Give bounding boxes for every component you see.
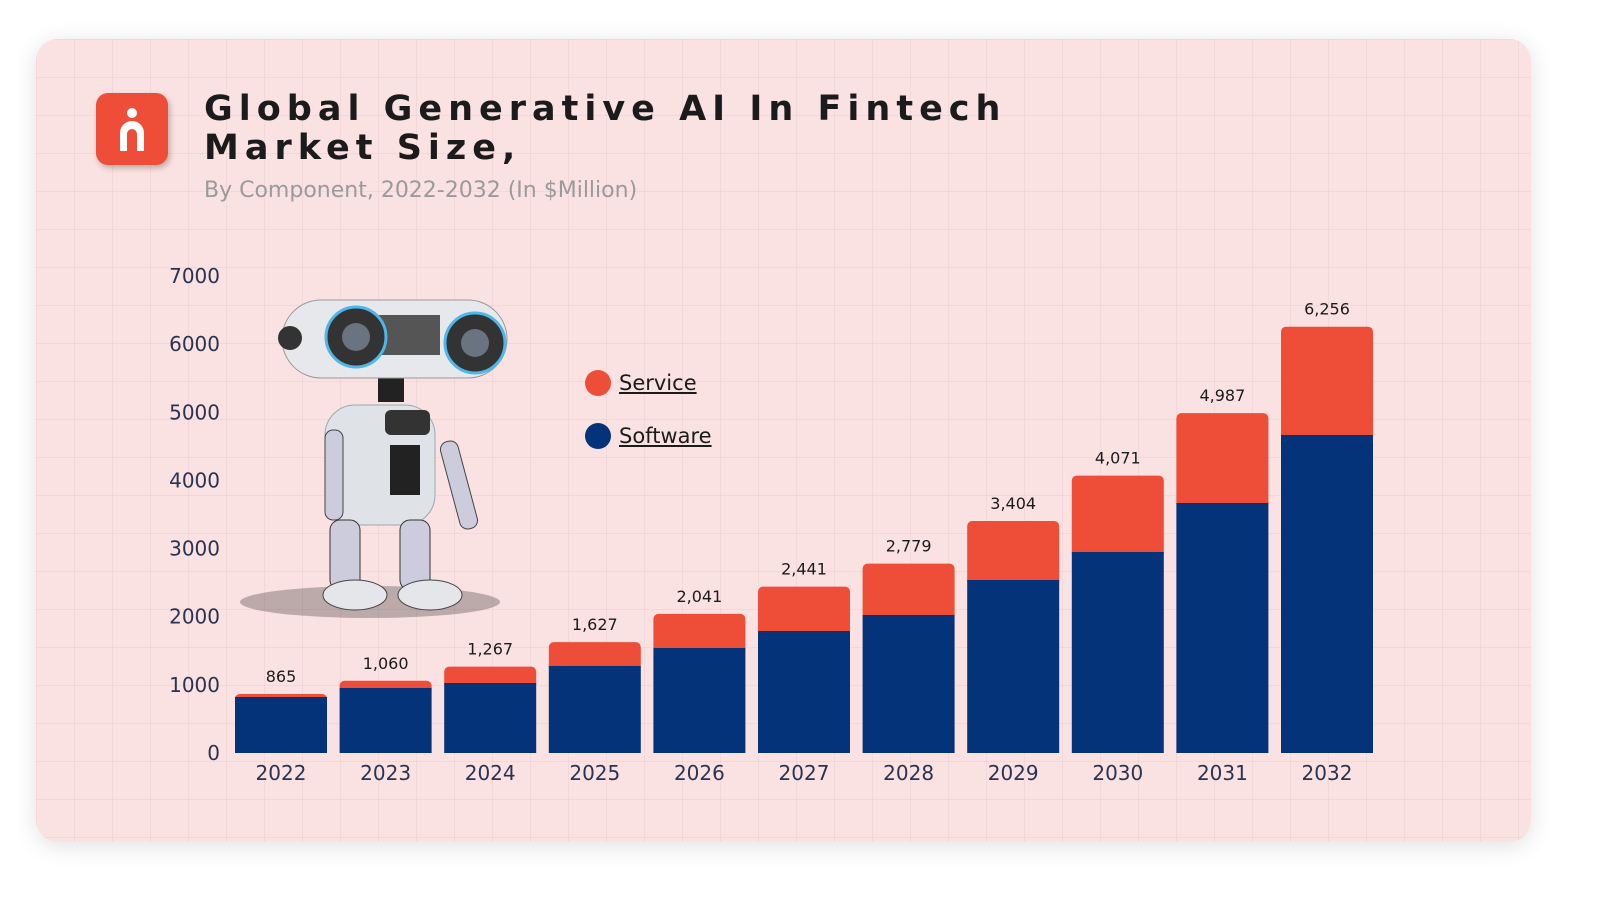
total-data-label: 4,987 xyxy=(1199,386,1245,405)
bar-software xyxy=(862,621,955,753)
x-tick-label: 2027 xyxy=(779,761,830,785)
bar-corner-fill xyxy=(967,579,1060,586)
y-tick-label: 0 xyxy=(207,741,220,765)
chart-subtitle: By Component, 2022-2032 (In $Million) xyxy=(204,178,638,203)
total-data-label: 865 xyxy=(266,667,297,686)
total-data-label: 2,041 xyxy=(676,587,722,606)
service-swatch xyxy=(585,370,611,396)
x-tick-label: 2029 xyxy=(988,761,1039,785)
total-data-label: 2,441 xyxy=(781,560,827,579)
total-data-label: 2,779 xyxy=(886,537,932,556)
x-tick-label: 2030 xyxy=(1092,761,1143,785)
total-data-label: 1,267 xyxy=(467,640,513,659)
person-letter-n-icon xyxy=(120,108,144,151)
bar-service xyxy=(862,563,955,622)
bar-software xyxy=(339,693,432,753)
title-line-2: Market Size, xyxy=(204,128,522,168)
bar-software xyxy=(653,653,746,753)
y-tick-label: 2000 xyxy=(169,605,220,629)
chart-title: Global Generative AI In Fintech Market S… xyxy=(204,90,1006,168)
legend-label: Software xyxy=(619,424,712,448)
total-data-label: 1,627 xyxy=(572,615,618,634)
bars: 865 1,060 1,267 1,627 2,041 2,441 2,779 3,404 4,… xyxy=(235,300,1373,753)
total-data-label: 3,404 xyxy=(990,494,1036,513)
x-tick-label: 2024 xyxy=(465,761,516,785)
bar-corner-fill xyxy=(444,683,537,690)
bar-software xyxy=(1071,557,1164,753)
bar-corner-fill xyxy=(1281,434,1373,441)
bar-service xyxy=(653,613,746,654)
y-tick-label: 6000 xyxy=(169,332,220,356)
x-tick-label: 2031 xyxy=(1197,761,1248,785)
y-axis: 0 1000 2000 3000 4000 5000 6000 7000 xyxy=(169,264,220,765)
robot-illustration xyxy=(240,299,508,618)
bar-service xyxy=(1176,413,1269,509)
total-data-label: 4,071 xyxy=(1095,449,1141,468)
legend-item-service[interactable]: Service xyxy=(585,370,697,396)
bar-software xyxy=(758,637,850,753)
y-tick-label: 4000 xyxy=(169,468,220,492)
x-tick-label: 2023 xyxy=(360,761,411,785)
y-tick-label: 7000 xyxy=(169,264,220,288)
x-tick-label: 2026 xyxy=(674,761,725,785)
total-data-label: 6,256 xyxy=(1304,300,1350,319)
bar-service xyxy=(1071,475,1164,558)
bar-service xyxy=(758,586,850,638)
x-tick-label: 2022 xyxy=(256,761,307,785)
bar-software xyxy=(548,671,641,753)
bar-service xyxy=(1281,326,1373,441)
bar-corner-fill xyxy=(548,665,641,672)
x-tick-label: 2025 xyxy=(569,761,620,785)
bar-software xyxy=(1176,508,1269,753)
bar-corner-fill xyxy=(653,647,746,654)
brand-logo xyxy=(96,93,168,165)
x-tick-label: 2032 xyxy=(1302,761,1353,785)
bar-corner-fill xyxy=(1176,502,1269,509)
bar-corner-fill xyxy=(235,696,327,703)
y-tick-label: 1000 xyxy=(169,673,220,697)
legend-item-software[interactable]: Software xyxy=(585,423,712,449)
bar-service xyxy=(967,521,1060,586)
y-tick-label: 3000 xyxy=(169,537,220,561)
bar-corner-fill xyxy=(758,631,850,638)
bar-software xyxy=(1281,440,1373,753)
bar-software xyxy=(235,702,327,753)
bar-corner-fill xyxy=(862,615,955,622)
bar-software xyxy=(967,585,1060,753)
bar-service xyxy=(548,642,641,672)
bar-corner-fill xyxy=(1071,551,1164,558)
bar-software xyxy=(444,689,537,753)
legend-label: Service xyxy=(619,371,697,395)
software-swatch xyxy=(585,423,611,449)
x-tick-label: 2028 xyxy=(883,761,934,785)
x-axis: 2022 2023 2024 2025 2026 2027 2028 2029 2030 2031… xyxy=(256,761,1353,785)
y-tick-label: 5000 xyxy=(169,400,220,424)
title-line-1: Global Generative AI In Fintech xyxy=(204,89,1007,129)
total-data-label: 1,060 xyxy=(363,654,409,673)
bar-corner-fill xyxy=(339,687,432,694)
